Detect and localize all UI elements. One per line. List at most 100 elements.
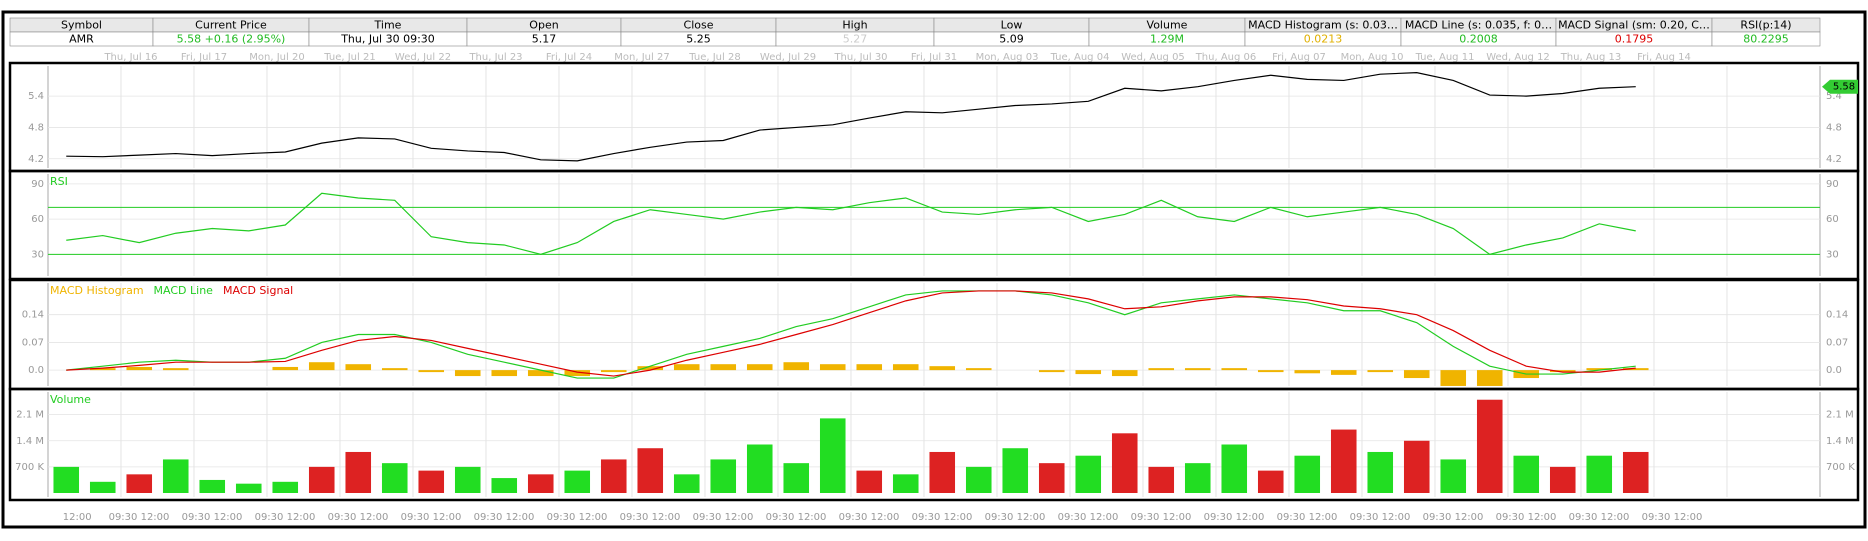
y-tick-label-right: 5.4	[1826, 91, 1842, 102]
column-value: 80.2295	[1743, 33, 1789, 46]
date-label: Thu, Jul 23	[468, 52, 522, 63]
time-label: 09:30 12:00	[766, 512, 827, 523]
data-bar	[1440, 459, 1467, 493]
data-bar	[1513, 455, 1540, 493]
date-label: Tue, Aug 11	[1415, 52, 1475, 63]
column-header: Close	[684, 19, 714, 32]
data-bar	[1440, 370, 1467, 386]
column-value: Thu, Jul 30 09:30	[340, 33, 435, 46]
data-bar	[600, 370, 627, 373]
legend-entry: MACD Signal	[223, 284, 293, 297]
column-header: Current Price	[195, 19, 267, 32]
column-value: 0.1795	[1615, 33, 1654, 46]
y-tick-label-right: 4.2	[1826, 154, 1842, 165]
data-bar	[965, 466, 992, 493]
data-bar	[1403, 440, 1430, 493]
panel-frame	[8, 387, 1860, 502]
time-label: 09:30 12:00	[1569, 512, 1630, 523]
column-header: RSI(p:14)	[1740, 19, 1791, 32]
time-label: 09:30 12:00	[839, 512, 900, 523]
y-tick-label-right: 2.1 M	[1826, 410, 1854, 421]
date-label: Tue, Jul 21	[323, 52, 375, 63]
last-price-tag	[1822, 79, 1858, 94]
column-header: Volume	[1147, 19, 1188, 32]
date-label: Fri, Aug 14	[1637, 52, 1691, 63]
data-bar	[929, 451, 956, 493]
y-tick-label: 2.1 M	[16, 410, 44, 421]
data-bar	[1476, 399, 1503, 493]
date-label: Fri, Jul 17	[181, 52, 227, 63]
data-bar	[418, 370, 445, 373]
data-line	[66, 192, 1636, 256]
y-tick-label: 1.4 M	[16, 436, 44, 447]
data-bar	[783, 463, 810, 493]
data-bar	[1330, 429, 1357, 493]
data-bar	[1476, 370, 1503, 386]
data-bar	[1184, 368, 1211, 371]
date-label: Fri, Jul 24	[546, 52, 592, 63]
data-bar	[381, 368, 408, 371]
y-tick-label: 5.4	[28, 91, 44, 102]
data-bar	[126, 474, 153, 493]
data-bar	[1184, 463, 1211, 493]
data-bar	[1367, 451, 1394, 493]
data-bar	[1075, 370, 1102, 375]
data-bar	[272, 366, 299, 371]
date-label: Fri, Jul 31	[911, 52, 957, 63]
column-header: MACD Line (s: 0.035, f: 0…	[1405, 19, 1552, 32]
column-value: 0.2008	[1459, 33, 1498, 46]
y-tick-label-right: 90	[1826, 179, 1839, 190]
y-tick-label-right: 0.07	[1826, 337, 1848, 348]
data-bar	[1367, 370, 1394, 373]
time-label: 09:30 12:00	[1204, 512, 1265, 523]
y-tick-label: 30	[31, 249, 44, 260]
value-cell	[1711, 31, 1821, 47]
data-bar	[89, 481, 116, 493]
y-tick-label-right: 700 K	[1826, 462, 1855, 473]
data-bar	[746, 364, 773, 371]
data-bar	[1294, 455, 1321, 493]
data-bar	[1622, 368, 1649, 371]
data-bar	[673, 474, 700, 493]
date-label: Mon, Jul 27	[614, 52, 669, 63]
data-bar	[1148, 368, 1175, 371]
y-tick-label-right: 0.0	[1826, 365, 1842, 376]
data-bar	[1586, 455, 1613, 493]
data-line	[66, 290, 1636, 379]
date-label: Mon, Aug 10	[1341, 52, 1404, 63]
time-label: 09:30 12:00	[693, 512, 754, 523]
time-label: 09:30 12:00	[401, 512, 462, 523]
date-label: Fri, Aug 07	[1272, 52, 1326, 63]
data-bar	[965, 368, 992, 371]
data-bar	[1549, 466, 1576, 493]
data-bar	[89, 368, 116, 371]
column-value: AMR	[69, 33, 94, 46]
time-label: 09:30 12:00	[182, 512, 243, 523]
time-label: 09:30 12:00	[474, 512, 535, 523]
data-bar	[929, 366, 956, 371]
data-bar	[418, 470, 445, 493]
date-label: Wed, Jul 22	[395, 52, 451, 63]
data-bar	[1075, 455, 1102, 493]
date-label: Tue, Aug 04	[1050, 52, 1110, 63]
data-bar	[1294, 370, 1321, 374]
date-label: Wed, Aug 12	[1486, 52, 1550, 63]
data-bar	[673, 364, 700, 371]
time-label: 12:00	[63, 512, 92, 523]
date-label: Tue, Jul 28	[688, 52, 740, 63]
y-tick-label: 0.14	[22, 310, 44, 321]
time-label: 09:30 12:00	[1131, 512, 1192, 523]
time-label: 09:30 12:00	[985, 512, 1046, 523]
data-bar	[1257, 470, 1284, 493]
data-bar	[1221, 444, 1248, 493]
data-bar	[345, 364, 372, 371]
data-bar	[746, 444, 773, 493]
data-bar	[454, 466, 481, 493]
column-value: 5.58 +0.16 (2.95%)	[177, 33, 286, 46]
y-tick-label: 700 K	[15, 462, 44, 473]
data-bar	[1038, 463, 1065, 493]
column-header: Symbol	[61, 19, 102, 32]
data-line	[66, 72, 1636, 162]
data-bar	[1403, 370, 1430, 379]
time-label: 09:30 12:00	[1058, 512, 1119, 523]
